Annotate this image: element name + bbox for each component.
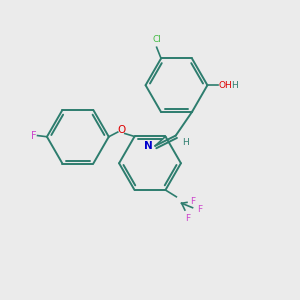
Text: O: O <box>117 125 125 135</box>
Text: OH: OH <box>219 81 232 90</box>
Text: F: F <box>190 197 196 206</box>
Text: H: H <box>231 81 238 90</box>
Text: N: N <box>144 141 153 151</box>
Text: Cl: Cl <box>152 35 161 44</box>
Text: F: F <box>185 214 190 224</box>
Text: F: F <box>197 205 202 214</box>
Text: F: F <box>31 130 37 141</box>
Text: H: H <box>182 138 189 147</box>
